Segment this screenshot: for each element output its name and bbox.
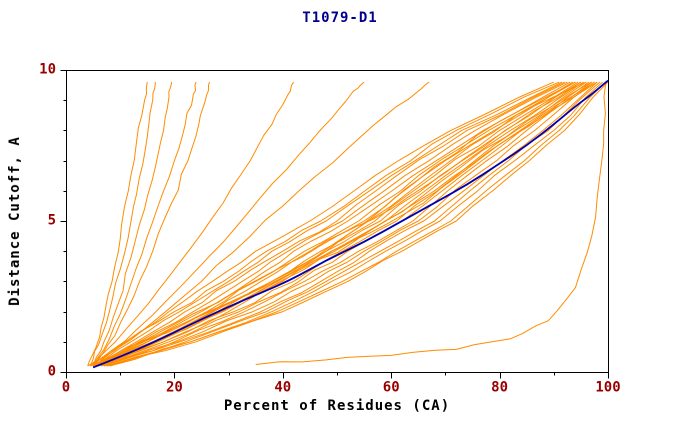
y-axis-label: Distance Cutoff, A [7,136,23,306]
x-axis-label: Percent of Residues (CA) [223,398,451,414]
chart-title: T1079-D1 [302,10,378,26]
